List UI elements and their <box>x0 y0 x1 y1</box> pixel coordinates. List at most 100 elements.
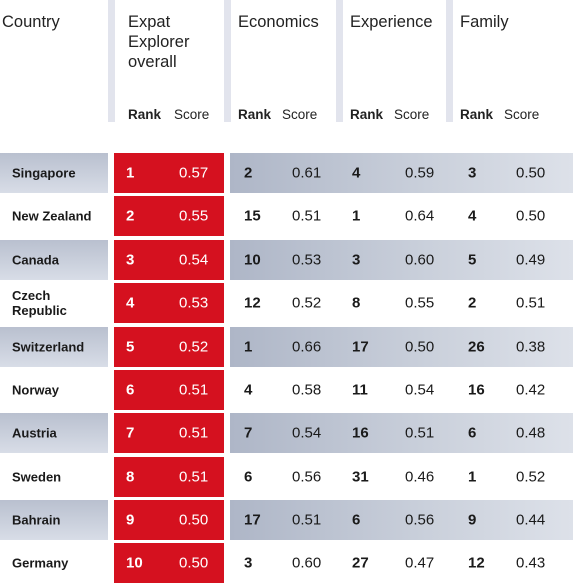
experience-score: 0.54 <box>405 381 435 399</box>
economics-score: 0.54 <box>292 424 322 442</box>
header-economics: Economics <box>238 13 319 31</box>
economics-score: 0.58 <box>292 381 322 399</box>
overall-cell: 3 0.54 <box>114 240 224 280</box>
overall-rank: 7 <box>126 424 135 442</box>
metrics-cell <box>230 500 573 540</box>
country-name: New Zealand <box>12 208 92 224</box>
family-score: 0.44 <box>516 511 546 529</box>
subheader-score: Score <box>394 107 430 122</box>
economics-score: 0.60 <box>292 554 322 572</box>
family-score: 0.42 <box>516 381 546 399</box>
experience-score: 0.59 <box>405 164 435 182</box>
overall-score: 0.51 <box>179 468 209 486</box>
country-cell: New Zealand <box>0 196 108 236</box>
table-row: Sweden 8 0.51 6 0.56 31 0.46 1 0.52 <box>0 457 573 497</box>
overall-rank: 1 <box>126 164 135 182</box>
table-row: Bahrain 9 0.50 17 0.51 6 0.56 9 0.44 <box>0 500 573 540</box>
family-score: 0.49 <box>516 251 546 269</box>
header-overall-line3: overall <box>128 53 177 71</box>
economics-rank: 1 <box>244 338 253 356</box>
experience-score: 0.50 <box>405 338 435 356</box>
metrics-cell <box>230 327 573 367</box>
economics-score: 0.56 <box>292 468 322 486</box>
experience-rank: 1 <box>352 207 361 225</box>
column-divider <box>224 0 231 122</box>
overall-score: 0.53 <box>179 294 209 312</box>
overall-cell: 5 0.52 <box>114 327 224 367</box>
economics-score: 0.66 <box>292 338 322 356</box>
overall-score: 0.54 <box>179 251 209 269</box>
experience-score: 0.56 <box>405 511 435 529</box>
economics-score: 0.52 <box>292 294 322 312</box>
country-name: Canada <box>12 252 59 268</box>
experience-rank: 27 <box>352 554 369 572</box>
overall-score: 0.50 <box>179 554 209 572</box>
country-name: Sweden <box>12 469 62 485</box>
experience-score: 0.60 <box>405 251 435 269</box>
experience-score: 0.46 <box>405 468 435 486</box>
experience-score: 0.47 <box>405 554 435 572</box>
country-cell: Austria <box>0 413 108 453</box>
experience-rank: 31 <box>352 468 369 486</box>
subheader-score: Score <box>282 107 318 122</box>
overall-rank: 2 <box>126 207 135 225</box>
overall-score: 0.51 <box>179 424 209 442</box>
experience-rank: 3 <box>352 251 361 269</box>
overall-cell: 9 0.50 <box>114 500 224 540</box>
country-name: Bahrain <box>12 512 61 528</box>
family-rank: 16 <box>468 381 485 399</box>
country-cell: Singapore <box>0 153 108 193</box>
overall-cell: 10 0.50 <box>114 543 224 583</box>
table-row: Switzerland 5 0.52 1 0.66 17 0.50 26 0.3… <box>0 327 573 367</box>
table-row: New Zealand 2 0.55 15 0.51 1 0.64 4 0.50 <box>0 196 573 236</box>
economics-rank: 6 <box>244 468 253 486</box>
overall-rank: 4 <box>126 294 135 312</box>
economics-rank: 7 <box>244 424 253 442</box>
header-overall-line1: Expat <box>128 13 171 31</box>
economics-score: 0.51 <box>292 511 322 529</box>
country-cell: Czech Republic <box>0 283 108 323</box>
table-row: Singapore 1 0.57 2 0.61 4 0.59 3 0.50 <box>0 153 573 193</box>
family-score: 0.38 <box>516 338 546 356</box>
economics-rank: 3 <box>244 554 253 572</box>
family-rank: 5 <box>468 251 477 269</box>
subheader-score: Score <box>504 107 540 122</box>
family-rank: 26 <box>468 338 485 356</box>
experience-rank: 11 <box>352 381 368 399</box>
subheader-rank: Rank <box>350 107 384 122</box>
family-rank: 2 <box>468 294 477 312</box>
overall-cell: 2 0.55 <box>114 196 224 236</box>
country-name: Norway <box>12 382 59 398</box>
header-overall-line2: Explorer <box>128 33 190 51</box>
overall-cell: 7 0.51 <box>114 413 224 453</box>
table-row: Canada 3 0.54 10 0.53 3 0.60 5 0.49 <box>0 240 573 280</box>
experience-score: 0.64 <box>405 207 435 225</box>
overall-score: 0.51 <box>179 381 209 399</box>
experience-score: 0.51 <box>405 424 435 442</box>
overall-rank: 8 <box>126 468 135 486</box>
subheader-rank: Rank <box>460 107 494 122</box>
economics-rank: 2 <box>244 164 253 182</box>
family-score: 0.50 <box>516 164 546 182</box>
table-row: Austria 7 0.51 7 0.54 16 0.51 6 0.48 <box>0 413 573 453</box>
family-score: 0.50 <box>516 207 546 225</box>
table-row: Norway 6 0.51 4 0.58 11 0.54 16 0.42 <box>0 370 573 410</box>
economics-rank: 12 <box>244 294 261 312</box>
experience-rank: 16 <box>352 424 369 442</box>
experience-rank: 4 <box>352 164 361 182</box>
family-rank: 1 <box>468 468 477 486</box>
economics-rank: 17 <box>244 511 261 529</box>
country-name: Austria <box>12 425 57 441</box>
experience-rank: 8 <box>352 294 361 312</box>
country-name: Germany <box>12 555 69 571</box>
overall-cell: 6 0.51 <box>114 370 224 410</box>
metrics-cell <box>230 413 573 453</box>
economics-rank: 10 <box>244 251 261 269</box>
country-cell: Switzerland <box>0 327 108 367</box>
family-rank: 3 <box>468 164 477 182</box>
economics-score: 0.61 <box>292 164 322 182</box>
family-rank: 9 <box>468 511 477 529</box>
country-name: Singapore <box>12 165 76 181</box>
overall-score: 0.52 <box>179 338 209 356</box>
family-score: 0.43 <box>516 554 546 572</box>
